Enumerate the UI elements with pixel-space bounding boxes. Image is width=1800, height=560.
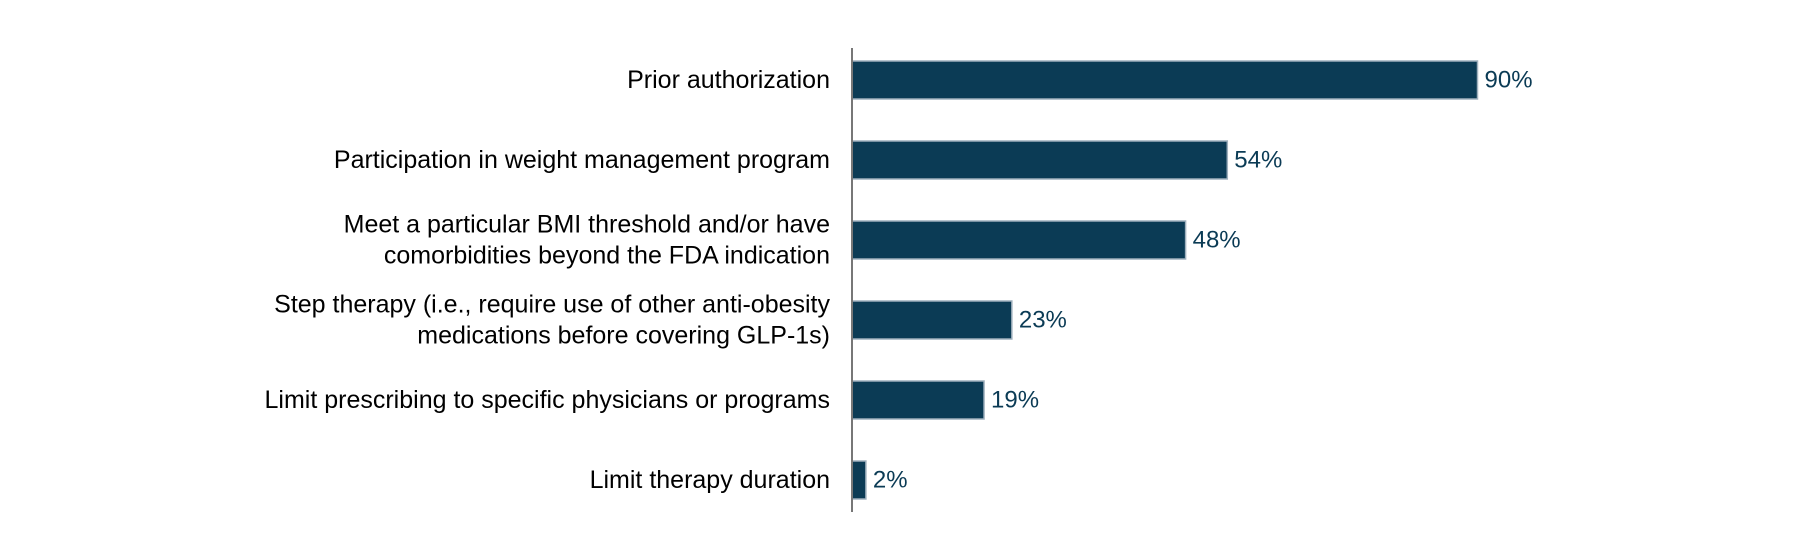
bar xyxy=(851,220,1187,260)
bar xyxy=(851,460,867,500)
category-label-line: Prior authorization xyxy=(627,66,830,94)
bar xyxy=(851,60,1479,100)
category-label-line: Participation in weight management progr… xyxy=(334,146,830,174)
bar-value-label: 19% xyxy=(991,387,1039,414)
bar-value-label: 2% xyxy=(873,467,908,494)
category-label-line: Step therapy (i.e., require use of other… xyxy=(274,291,830,319)
bar-value-label: 23% xyxy=(1019,307,1067,334)
bars-group xyxy=(851,60,1479,500)
bar-value-label: 90% xyxy=(1485,67,1533,94)
category-label: Limit therapy duration xyxy=(590,466,830,494)
category-label-line: medications before covering GLP-1s) xyxy=(417,322,830,350)
category-label: Participation in weight management progr… xyxy=(334,146,830,174)
category-label-line: comorbidities beyond the FDA indication xyxy=(384,242,830,270)
category-label: Meet a particular BMI threshold and/or h… xyxy=(344,211,830,270)
bar xyxy=(851,140,1229,180)
category-label-line: Limit prescribing to specific physicians… xyxy=(265,386,831,414)
category-label: Limit prescribing to specific physicians… xyxy=(265,386,831,414)
value-labels-group: 90% 54% 48% 23% 19% 2% xyxy=(873,67,1533,494)
bar xyxy=(851,300,1013,340)
category-label-line: Limit therapy duration xyxy=(590,466,830,494)
category-label: Prior authorization xyxy=(627,66,830,94)
bar-value-label: 48% xyxy=(1193,227,1241,254)
bar xyxy=(851,380,985,420)
bar-value-label: 54% xyxy=(1234,147,1282,174)
category-label-line: Meet a particular BMI threshold and/or h… xyxy=(344,211,830,239)
category-label: Step therapy (i.e., require use of other… xyxy=(274,291,830,350)
category-labels-group: Prior authorization Participation in weig… xyxy=(265,66,831,494)
